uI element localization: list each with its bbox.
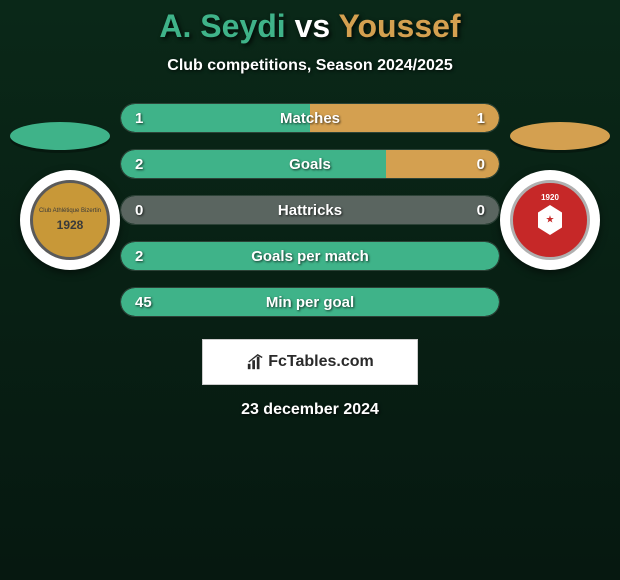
stats-block: 1 Matches 1 2 Goals 0 0 Hattricks 0 2 Goals per ma… (120, 103, 500, 317)
stat-label: Hattricks (278, 202, 342, 219)
player2-name: Youssef (338, 8, 460, 44)
stat-label: Min per goal (266, 294, 354, 311)
brand-box[interactable]: FcTables.com (202, 339, 418, 385)
player1-name: A. Seydi (159, 8, 285, 44)
page-title: A. Seydi vs Youssef (159, 8, 460, 45)
stat-value-left: 0 (135, 202, 143, 219)
chart-icon (246, 353, 264, 371)
stat-row: 45 Min per goal (120, 287, 500, 317)
stat-value-right: 0 (477, 202, 485, 219)
stat-label: Goals (289, 156, 331, 173)
star-icon: ★ (546, 215, 555, 226)
subtitle: Club competitions, Season 2024/2025 (167, 57, 452, 75)
stat-value-left: 2 (135, 156, 143, 173)
stat-value-right: 0 (477, 156, 485, 173)
comparison-infographic: A. Seydi vs Youssef Club competitions, S… (0, 0, 620, 580)
vs-text: vs (295, 8, 331, 44)
player1-ellipse (10, 122, 110, 150)
brand-text: FcTables.com (268, 353, 374, 371)
club-year-left: 1928 (57, 218, 84, 232)
stat-fill-left (121, 150, 386, 178)
club-logo-right: 1920 ★ (500, 170, 600, 270)
stat-label: Matches (280, 110, 340, 127)
club-year-right: 1920 (541, 193, 559, 202)
date-text: 23 december 2024 (241, 401, 379, 419)
stat-value-left: 45 (135, 294, 152, 311)
stat-row: 0 Hattricks 0 (120, 195, 500, 225)
stat-value-right: 1 (477, 110, 485, 127)
stat-value-left: 1 (135, 110, 143, 127)
stat-row: 2 Goals per match (120, 241, 500, 271)
club-logo-left: Club Athlétique Bizertin 1928 (20, 170, 120, 270)
stat-row: 1 Matches 1 (120, 103, 500, 133)
stat-label: Goals per match (251, 248, 369, 265)
player2-ellipse (510, 122, 610, 150)
club-badge-right: 1920 ★ (510, 180, 590, 260)
stat-row: 2 Goals 0 (120, 149, 500, 179)
stat-value-left: 2 (135, 248, 143, 265)
club-badge-left: Club Athlétique Bizertin 1928 (30, 180, 110, 260)
club-name-left: Club Athlétique Bizertin (39, 208, 101, 214)
